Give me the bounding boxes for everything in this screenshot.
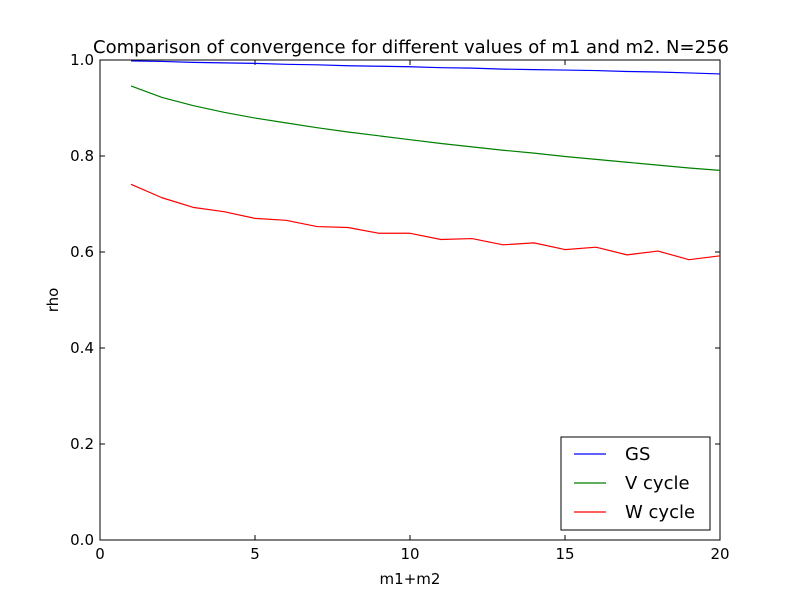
chart-title: Comparison of convergence for different …	[93, 37, 729, 58]
y-axis-label: rho	[44, 288, 62, 313]
series-line-v-cycle	[130, 85, 721, 171]
x-axis-label: m1+m2	[380, 570, 441, 588]
y-tick-label: 0.4	[70, 339, 94, 357]
axis-ticks	[99, 59, 721, 541]
legend-label: W cycle	[625, 502, 695, 523]
y-tick-label: 0.2	[70, 435, 94, 453]
series-line-w-cycle	[130, 183, 721, 261]
legend-label: V cycle	[625, 473, 690, 494]
x-tick-label: 5	[250, 545, 260, 563]
series-line-gs	[130, 60, 721, 75]
x-tick-label: 20	[710, 545, 729, 563]
legend: GS V cycle W cycle	[560, 436, 711, 531]
y-tick-label: 0.6	[70, 243, 94, 261]
y-tick-label: 0.0	[70, 531, 94, 549]
legend-label: GS	[625, 444, 650, 465]
tick-labels: 0 5 10 15 20 0.0 0.2 0.4 0.6 0.8 1.0	[70, 51, 729, 563]
x-tick-label: 10	[400, 545, 419, 563]
y-tick-label: 0.8	[70, 147, 94, 165]
y-tick-label: 1.0	[70, 51, 94, 69]
x-tick-label: 15	[555, 545, 574, 563]
series-lines	[130, 60, 721, 261]
x-tick-label: 0	[95, 545, 105, 563]
